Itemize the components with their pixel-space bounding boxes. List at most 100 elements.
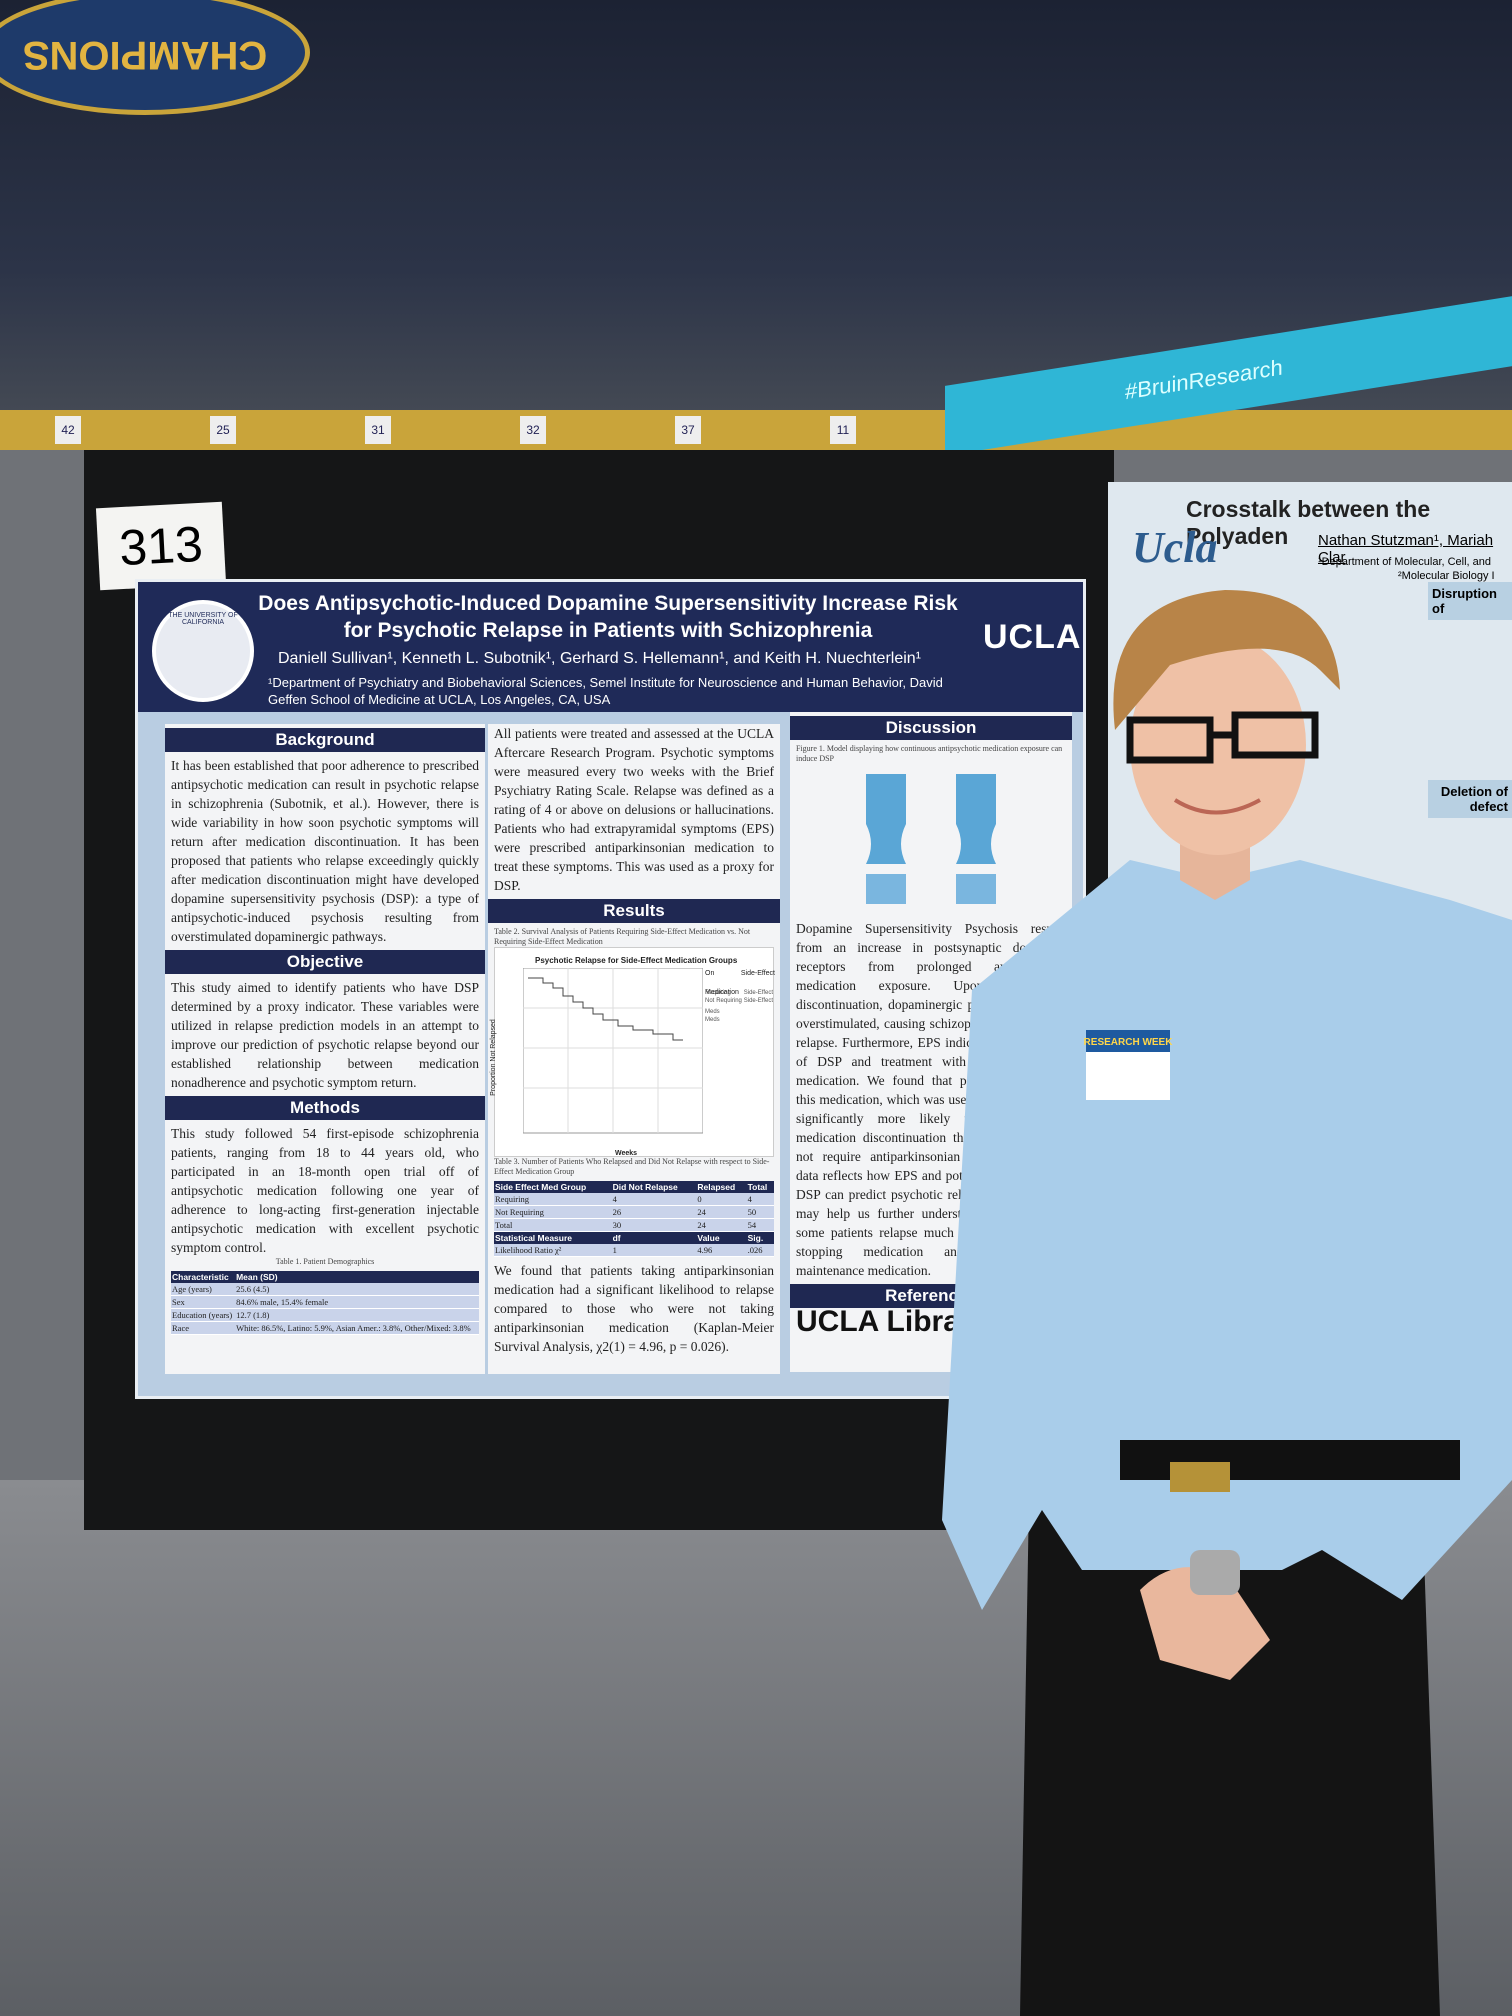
chart-title: Psychotic Relapse for Side-Effect Medica… xyxy=(535,956,738,965)
poster-header: THE UNIVERSITY OF CALIFORNIA Does Antips… xyxy=(138,582,1083,712)
neighbor-box-text: Deletion of xyxy=(1440,784,1508,799)
legend-entry: Not Requiring Side-Effect Meds xyxy=(705,998,773,1023)
synapse xyxy=(866,774,906,864)
section-text: This study aimed to identify patients wh… xyxy=(171,980,479,1090)
section-heading: Background xyxy=(165,728,485,752)
section-heading: Discussion xyxy=(790,716,1072,740)
table-caption: Table 3. Number of Patients Who Relapsed… xyxy=(494,1157,770,1176)
table-header: Side Effect Med Group xyxy=(494,1181,612,1193)
table-cell: 4 xyxy=(746,1193,774,1206)
floor xyxy=(0,1480,1512,2016)
table-row: Race White: 86.5%, Latino: 5.9%, Asian Am… xyxy=(171,1321,479,1335)
table-cell: 50 xyxy=(746,1205,774,1219)
table: Side Effect Med Group Did Not Relapse Rela… xyxy=(494,1181,774,1257)
table-cell: Sex xyxy=(171,1295,236,1309)
column-2: All patients were treated and assessed a… xyxy=(488,724,780,1374)
table-cell: 84.6% male, 15.4% female xyxy=(235,1295,479,1309)
poster-authors: Daniell Sullivan¹, Kenneth L. Subotnik¹,… xyxy=(278,650,921,667)
table-cell: Age (years) xyxy=(171,1283,236,1296)
table-cell: 4.96 xyxy=(696,1244,747,1257)
grid xyxy=(523,968,703,1133)
neighbor-box: Disruption of xyxy=(1428,582,1512,620)
seal: THE UNIVERSITY OF CALIFORNIA xyxy=(152,600,254,702)
table-cell: 30 xyxy=(611,1218,697,1232)
table-cell: Education (years) xyxy=(171,1308,236,1322)
table-header-row: Statistical Measure df Value Sig. xyxy=(494,1231,774,1244)
neighbor-box: Deletion of defect xyxy=(1428,780,1512,818)
table-caption: Table 2. Survival Analysis of Patients R… xyxy=(494,927,751,946)
jersey: 31 xyxy=(365,416,391,444)
survival-curve xyxy=(528,977,683,1041)
table-header: Mean (SD) xyxy=(235,1271,479,1283)
legend-entry: Requiring Side-Effect Meds xyxy=(705,990,773,1015)
poster-logo: UCLA xyxy=(983,618,1082,656)
table-header: Did Not Relapse xyxy=(611,1181,697,1193)
survival-chart: Psychotic Relapse for Side-Effect Medica… xyxy=(490,947,775,1157)
table-row: Not Requiring 26 24 50 xyxy=(494,1205,774,1219)
legend-title: On Side-Effect Medication xyxy=(705,970,775,996)
table-cell: 12.7 (1.8) xyxy=(235,1308,479,1322)
table-cell: Race xyxy=(171,1321,236,1335)
neighbor-affiliation: ²Molecular Biology I xyxy=(1398,570,1495,582)
neighbor-poster: Crosstalk between the Polyaden Nathan St… xyxy=(1108,482,1512,922)
jersey: 25 xyxy=(210,416,236,444)
board-number: 313 xyxy=(95,501,227,591)
jersey: 11 xyxy=(830,416,856,444)
stands: 42 25 31 32 37 11 xyxy=(0,410,1512,450)
table-header-row: Characteristic Mean (SD) xyxy=(171,1271,479,1283)
table-header-row: Side Effect Med Group Did Not Relapse Rela… xyxy=(494,1181,774,1193)
neighbor-title: Crosstalk between the Polyaden xyxy=(1186,496,1431,549)
table-cell: White: 86.5%, Latino: 5.9%, Asian Amer.:… xyxy=(235,1321,479,1335)
figure xyxy=(866,774,996,904)
table-cell: 4 xyxy=(611,1193,697,1206)
neighbor-logo: Ucla xyxy=(1132,523,1218,572)
table-cell: 24 xyxy=(696,1218,747,1232)
column-1: Background It has been established that … xyxy=(165,724,485,1374)
table-cell: 26 xyxy=(611,1205,697,1219)
synapse xyxy=(956,774,996,864)
table: Characteristic Mean (SD) Age (years) 25.6 (… xyxy=(171,1271,479,1335)
table-row: Likelihood Ratio χ² 1 4.96.026 xyxy=(494,1244,774,1257)
table-cell: Requiring xyxy=(494,1193,612,1206)
jersey: 37 xyxy=(675,416,701,444)
table-cell: 24 xyxy=(696,1205,747,1219)
table-cell: Total xyxy=(494,1218,612,1232)
jersey: 42 xyxy=(55,416,81,444)
table-row: Total 30 24 54 xyxy=(494,1218,774,1232)
table-header: Statistical Measure xyxy=(494,1231,612,1244)
poster: THE UNIVERSITY OF CALIFORNIA Does Antips… xyxy=(135,579,1086,1399)
table-header: df xyxy=(611,1231,697,1244)
section-heading: Results xyxy=(488,899,780,923)
figure-caption: Figure 1. Model displaying how continuou… xyxy=(796,744,1063,763)
section-text: It has been established that poor adhere… xyxy=(171,758,479,944)
table-cell: 54 xyxy=(746,1218,774,1232)
x-axis-label: Weeks xyxy=(615,1150,638,1157)
table-header: Characteristic xyxy=(171,1271,236,1283)
table-cell: 1 xyxy=(611,1244,697,1257)
table-header: Relapsed xyxy=(696,1181,747,1193)
receptor xyxy=(866,874,906,904)
table-cell: Likelihood Ratio χ² xyxy=(494,1244,612,1257)
neighbor-box-text: defect xyxy=(1469,799,1508,814)
receptor xyxy=(956,874,996,904)
y-axis-label: Proportion Not Relapsed xyxy=(489,1019,497,1096)
section-text: We found that patients taking antiparkin… xyxy=(494,1263,774,1354)
section-text: Dopamine Supersensitivity Psychosis resu… xyxy=(796,921,1066,1278)
table-header: Total xyxy=(746,1181,774,1193)
footer-logo: UCLA Library xyxy=(796,1305,989,1338)
table-header: Sig. xyxy=(746,1231,774,1244)
column-3: Discussion Figure 1. Model displaying ho… xyxy=(790,712,1072,1372)
table-cell: Not Requiring xyxy=(494,1205,612,1219)
table-cell: .026 xyxy=(746,1244,774,1257)
section-heading: Methods xyxy=(165,1096,485,1120)
table-cell: 25.6 (4.5) xyxy=(235,1283,479,1296)
chart-plot xyxy=(523,968,703,1134)
table-cell: 0 xyxy=(696,1193,747,1206)
neighbor-authors: Nathan Stutzman¹, Mariah Clar xyxy=(1318,532,1494,566)
table-header: Value xyxy=(696,1231,747,1244)
neighbor-affiliation: ¹Department of Molecular, Cell, and xyxy=(1318,556,1492,568)
table-row: Sex 84.6% male, 15.4% female xyxy=(171,1295,479,1309)
poster-title: Does Antipsychotic-Induced Dopamine Supe… xyxy=(258,592,958,642)
section-text: This study followed 54 first-episode sch… xyxy=(171,1126,479,1255)
